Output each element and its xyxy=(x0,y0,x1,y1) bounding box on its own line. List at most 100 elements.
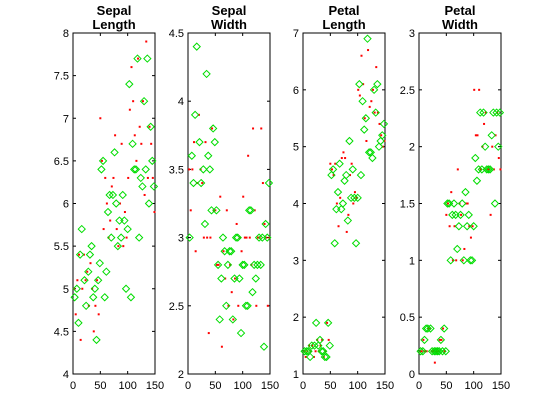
data-point-red xyxy=(194,250,197,253)
data-point-green xyxy=(228,315,238,324)
data-point-red xyxy=(140,142,143,145)
data-point-red xyxy=(342,151,345,154)
data-point-green xyxy=(323,318,333,328)
subplot-title-line: Petal xyxy=(328,3,359,18)
data-point-red xyxy=(107,236,110,239)
plot-area xyxy=(72,32,156,375)
data-point-green xyxy=(136,173,145,183)
data-point-red xyxy=(352,202,355,205)
data-point-green xyxy=(448,210,457,220)
data-point-red xyxy=(481,145,484,148)
data-point-green xyxy=(238,260,247,270)
data-point-red xyxy=(240,250,243,253)
data-point-red xyxy=(332,174,335,177)
data-point-red xyxy=(122,245,125,248)
data-point-red xyxy=(105,202,108,205)
data-point-red xyxy=(327,338,330,341)
data-point-green xyxy=(302,347,312,356)
y-tick-label: 1 xyxy=(409,255,415,267)
data-point-green xyxy=(482,165,491,174)
data-point-green xyxy=(438,347,447,356)
data-point-red xyxy=(471,225,474,228)
data-point-green xyxy=(138,182,147,191)
data-point-green xyxy=(185,233,194,242)
data-point-red xyxy=(109,219,112,222)
subplot-title-line: Sepal xyxy=(97,3,132,18)
data-point-green xyxy=(464,210,473,220)
data-point-green xyxy=(466,256,475,265)
data-point-green xyxy=(243,301,252,311)
data-point-green xyxy=(187,151,197,160)
data-point-green xyxy=(443,199,452,208)
data-point-red xyxy=(419,350,422,353)
data-point-red xyxy=(199,168,202,171)
data-point-red xyxy=(234,277,237,280)
data-point-green xyxy=(240,260,249,270)
data-point-red xyxy=(446,202,449,205)
data-point-red xyxy=(78,253,81,256)
data-point-green xyxy=(338,199,348,208)
data-point-red xyxy=(461,259,464,262)
subplot-title-line: Length xyxy=(92,17,135,32)
data-point-red xyxy=(74,313,77,316)
x-tick-label: 0 xyxy=(416,380,422,392)
plot-area xyxy=(302,32,386,375)
data-point-green xyxy=(454,222,464,231)
data-point-red xyxy=(499,168,502,171)
y-tick-label: 6 xyxy=(63,199,69,211)
data-point-green xyxy=(467,256,477,265)
data-point-green xyxy=(374,142,384,151)
data-point-green xyxy=(92,335,101,345)
data-point-red xyxy=(432,350,435,353)
data-point-green xyxy=(134,233,144,242)
data-point-red xyxy=(443,350,446,353)
data-point-red xyxy=(420,350,423,353)
data-point-green xyxy=(427,347,437,356)
data-point-green xyxy=(235,274,244,283)
data-point-red xyxy=(329,162,332,165)
data-point-green xyxy=(322,352,331,362)
data-point-green xyxy=(305,352,315,362)
data-point-red xyxy=(304,355,307,358)
data-point-red xyxy=(232,318,235,321)
data-point-red xyxy=(455,259,458,262)
data-point-green xyxy=(87,241,96,251)
y-tick-label: 3 xyxy=(409,28,415,40)
data-point-green xyxy=(256,260,265,270)
x-tick-label: 50 xyxy=(324,380,336,392)
data-point-red xyxy=(211,127,214,130)
data-point-red xyxy=(115,228,118,231)
data-point-red xyxy=(322,355,325,358)
subplot-title-line: Length xyxy=(322,17,365,32)
data-point-red xyxy=(138,125,141,128)
data-point-red xyxy=(96,279,99,282)
data-point-green xyxy=(259,342,269,351)
data-point-green xyxy=(107,233,116,242)
data-point-red xyxy=(230,291,233,294)
data-point-green xyxy=(487,131,496,140)
y-tick-label: 1 xyxy=(293,369,299,381)
data-point-green xyxy=(320,352,330,362)
data-point-red xyxy=(258,236,261,239)
y-tick-label: 0.5 xyxy=(400,312,415,324)
data-point-green xyxy=(120,216,129,225)
data-point-green xyxy=(254,233,264,242)
data-point-green xyxy=(84,267,93,276)
data-point-red xyxy=(337,225,340,228)
data-point-green xyxy=(453,244,462,254)
data-point-green xyxy=(330,239,339,248)
data-point-red xyxy=(128,108,131,111)
data-point-red xyxy=(491,145,494,148)
data-point-red xyxy=(150,142,153,145)
y-tick-label: 2 xyxy=(178,369,184,381)
data-point-green xyxy=(246,206,256,215)
data-point-green xyxy=(125,79,134,89)
data-point-red xyxy=(260,127,263,130)
data-point-green xyxy=(95,258,104,268)
data-point-green xyxy=(469,222,478,231)
data-point-red xyxy=(137,57,140,60)
data-point-red xyxy=(120,142,123,145)
data-point-red xyxy=(87,304,90,307)
